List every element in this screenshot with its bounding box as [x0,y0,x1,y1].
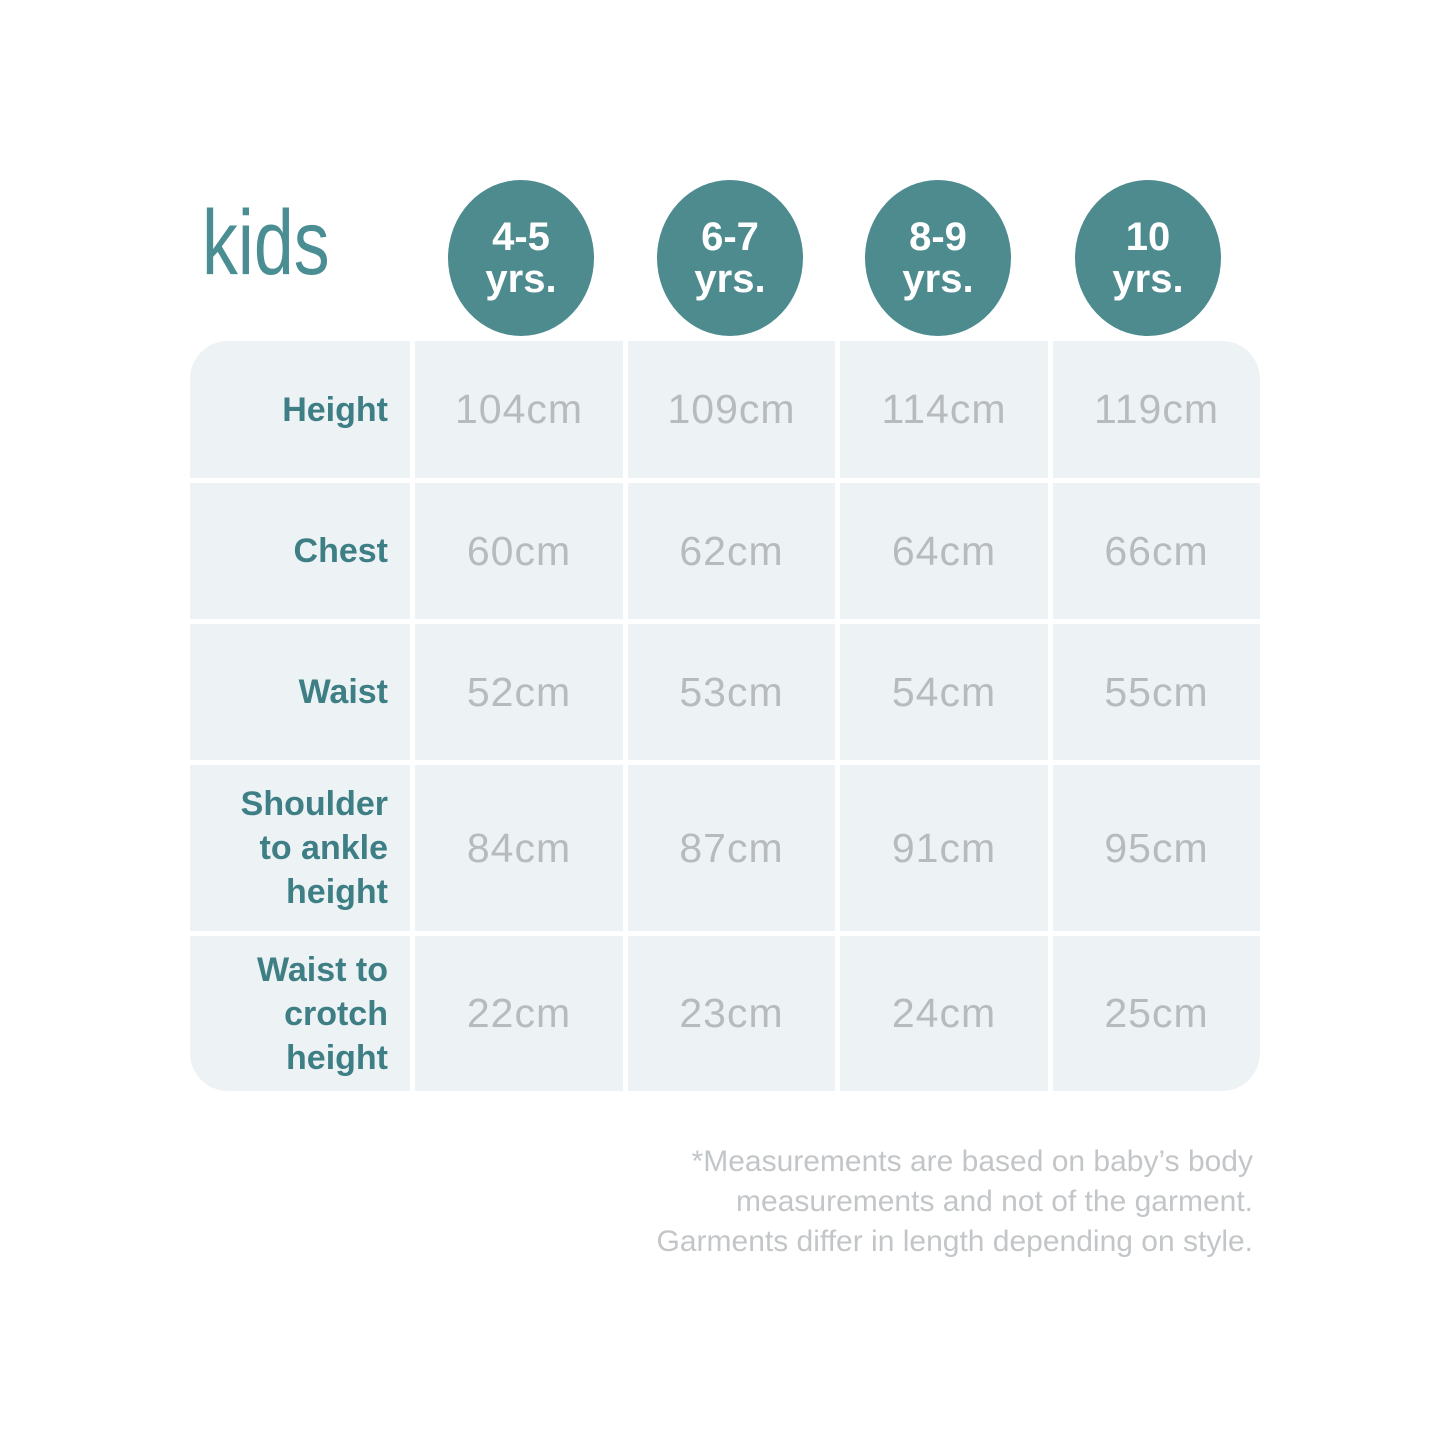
age-badge-line: yrs. [485,257,557,301]
disclaimer-line: measurements and not of the garment. [736,1185,1253,1218]
age-badge-line: 4-5 [492,215,550,259]
waist-value-8-9yrs: 54cm [840,624,1048,760]
row-label-waist: Waist [190,624,410,760]
waist-value-10yrs: 55cm [1053,624,1260,760]
age-badge-line: yrs. [1112,257,1184,301]
waist-crotch-value-8-9yrs: 24cm [840,936,1048,1091]
chest-value-8-9yrs: 64cm [840,483,1048,619]
waist-crotch-value-10yrs: 25cm [1053,936,1260,1091]
waist-value-6-7yrs: 53cm [628,624,835,760]
waist-crotch-value-6-7yrs: 23cm [628,936,835,1091]
measurement-disclaimer: *Measurements are based on baby’s body m… [657,1142,1253,1262]
age-badge-line: yrs. [902,257,974,301]
height-value-6-7yrs: 109cm [628,341,835,478]
row-label-chest: Chest [190,483,410,619]
shoulder-ankle-value-8-9yrs: 91cm [840,765,1048,931]
size-table: Height 104cm 109cm 114cm 119cm Chest 60c… [190,341,1260,1091]
age-badge-8-9-yrs: 8-9 yrs. [865,180,1011,336]
chest-value-10yrs: 66cm [1053,483,1260,619]
row-label-height: Height [190,341,410,478]
waist-value-4-5yrs: 52cm [415,624,623,760]
chest-value-6-7yrs: 62cm [628,483,835,619]
age-badge-line: 8-9 [909,215,967,259]
shoulder-ankle-value-10yrs: 95cm [1053,765,1260,931]
shoulder-ankle-value-4-5yrs: 84cm [415,765,623,931]
row-label-shoulder-to-ankle-height: Shoulder to ankle height [190,765,410,931]
disclaimer-line: Garments differ in length depending on s… [656,1225,1253,1258]
height-value-8-9yrs: 114cm [840,341,1048,478]
row-label-waist-to-crotch-height: Waist to crotch height [190,936,410,1091]
height-value-10yrs: 119cm [1053,341,1260,478]
height-value-4-5yrs: 104cm [415,341,623,478]
age-badge-line: 10 [1125,215,1171,259]
page-title: kids [202,192,330,294]
age-badge-4-5-yrs: 4-5 yrs. [448,180,594,336]
chest-value-4-5yrs: 60cm [415,483,623,619]
waist-crotch-value-4-5yrs: 22cm [415,936,623,1091]
age-badge-10-yrs: 10 yrs. [1075,180,1221,336]
age-badge-6-7-yrs: 6-7 yrs. [657,180,803,336]
age-badge-line: 6-7 [701,215,759,259]
disclaimer-line: *Measurements are based on baby’s body [691,1145,1253,1178]
shoulder-ankle-value-6-7yrs: 87cm [628,765,835,931]
age-badge-line: yrs. [694,257,766,301]
